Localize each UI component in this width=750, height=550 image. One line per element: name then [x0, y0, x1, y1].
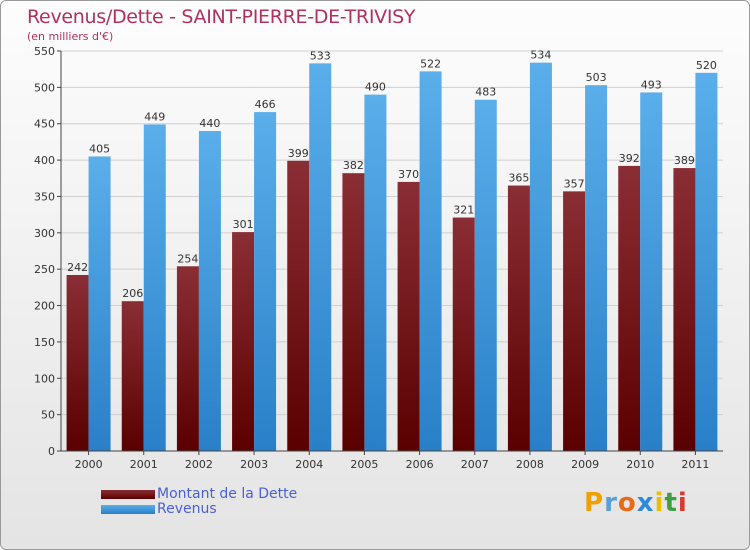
data-label-debt-2009: 357: [564, 177, 585, 190]
bar-debt-2010: [618, 165, 641, 451]
chart-title: Revenus/Dette - SAINT-PIERRE-DE-TRIVISY: [27, 6, 416, 28]
bar-debt-2005: [342, 173, 365, 451]
bar-revenue-2010: [640, 92, 663, 452]
y-tick-label: 550: [34, 45, 55, 58]
logo-letter: i: [654, 488, 665, 518]
bar-debt-2006: [397, 181, 420, 451]
bar-revenue-2000: [88, 156, 111, 452]
data-label-debt-2007: 321: [453, 204, 474, 217]
bar-revenue-2007: [474, 99, 497, 452]
bars: [66, 62, 718, 452]
data-label-debt-2003: 301: [233, 218, 254, 231]
data-label-revenue-2001: 449: [144, 110, 165, 123]
data-label-revenue-2010: 493: [641, 78, 662, 91]
data-label-revenue-2000: 405: [89, 142, 110, 155]
data-label-debt-2008: 365: [508, 172, 529, 185]
grid-lines: [61, 50, 723, 452]
y-tick-label: 400: [34, 154, 55, 167]
data-label-revenue-2006: 522: [420, 57, 441, 70]
y-tick-label: 300: [34, 227, 55, 240]
bar-debt-2001: [121, 301, 144, 451]
logo-letter: o: [617, 488, 637, 518]
data-label-debt-2011: 389: [674, 154, 695, 167]
y-tick-label: 150: [34, 336, 55, 349]
logo-letter: x: [636, 488, 655, 518]
legend-label-debt: Montant de la Dette: [157, 486, 298, 502]
bar-debt-2011: [673, 168, 696, 451]
data-label-revenue-2007: 483: [475, 86, 496, 99]
data-label-debt-2010: 392: [619, 152, 640, 165]
data-label-revenue-2009: 503: [586, 71, 607, 84]
proxiti-logo: Proxiti: [584, 488, 688, 518]
bar-debt-2004: [287, 160, 310, 451]
y-axis-ticks: 0 50 100 150 200 250 300 350 400 450 500 550: [34, 45, 61, 458]
x-tick-label: 2009: [571, 458, 599, 471]
chart-subtitle: (en milliers d'€): [27, 30, 114, 43]
y-tick-label: 200: [34, 300, 55, 313]
y-tick-label: 250: [34, 263, 55, 276]
logo-letter: i: [677, 488, 688, 518]
legend-swatch-revenue: [101, 505, 155, 514]
data-label-debt-2005: 382: [343, 159, 364, 172]
data-labels: 242 405 206 449 254 440 301 466 399 533 382 490 370 5…: [67, 49, 717, 301]
bar-revenue-2002: [198, 131, 221, 451]
x-tick-label: 2008: [516, 458, 544, 471]
x-tick-label: 2001: [130, 458, 158, 471]
y-tick-label: 450: [34, 118, 55, 131]
data-label-debt-2002: 254: [177, 252, 198, 265]
x-tick-label: 2002: [185, 458, 213, 471]
data-label-revenue-2005: 490: [365, 81, 386, 94]
logo-letter: P: [584, 488, 605, 518]
bar-debt-2002: [176, 266, 199, 451]
bar-debt-2009: [563, 191, 586, 451]
x-tick-label: 2006: [406, 458, 434, 471]
legend-swatch-debt: [101, 490, 155, 499]
x-tick-label: 2004: [295, 458, 323, 471]
data-label-debt-2000: 242: [67, 261, 88, 274]
y-tick-label: 350: [34, 190, 55, 203]
bar-revenue-2011: [695, 72, 718, 452]
bar-debt-2007: [452, 217, 475, 451]
data-label-revenue-2003: 466: [255, 98, 276, 111]
x-axis-ticks: 2000 2001 2002 2003 2004 2005 2006 2007 2008 2009…: [75, 451, 709, 471]
bar-revenue-2004: [309, 63, 332, 451]
x-tick-label: 2007: [461, 458, 489, 471]
bar-revenue-2005: [364, 94, 387, 452]
bar-revenue-2001: [143, 124, 166, 452]
y-tick-label: 50: [41, 409, 55, 422]
bar-debt-2008: [507, 185, 530, 451]
axes: [60, 51, 723, 452]
x-tick-label: 2011: [681, 458, 709, 471]
logo-letter: r: [604, 488, 618, 518]
bar-debt-2003: [232, 232, 255, 451]
y-tick-label: 100: [34, 372, 55, 385]
y-tick-label: 500: [34, 81, 55, 94]
bar-revenue-2008: [529, 62, 552, 452]
bar-revenue-2003: [254, 112, 277, 451]
x-tick-label: 2010: [626, 458, 654, 471]
data-label-revenue-2002: 440: [199, 117, 220, 130]
data-label-revenue-2011: 520: [696, 59, 717, 72]
bar-revenue-2009: [585, 85, 608, 451]
data-label-debt-2006: 370: [398, 168, 419, 181]
x-tick-label: 2000: [75, 458, 103, 471]
x-tick-label: 2005: [350, 458, 378, 471]
legend-label-revenue: Revenus: [157, 501, 217, 517]
y-tick-label: 0: [48, 445, 55, 458]
bar-revenue-2006: [419, 71, 442, 451]
data-label-debt-2004: 399: [288, 147, 309, 160]
data-label-debt-2001: 206: [122, 287, 143, 300]
x-tick-label: 2003: [240, 458, 268, 471]
bar-debt-2000: [66, 275, 89, 451]
data-label-revenue-2008: 534: [530, 49, 551, 62]
data-label-revenue-2004: 533: [310, 49, 331, 62]
logo-letter: t: [664, 488, 678, 518]
